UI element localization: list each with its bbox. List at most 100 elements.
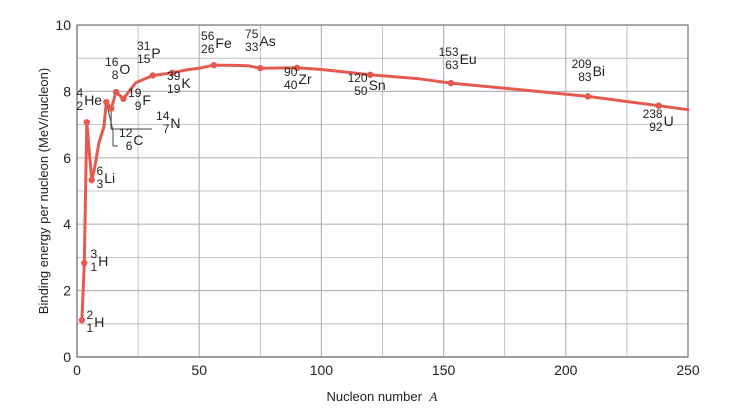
nuclide-label-h: 21 H	[87, 308, 105, 335]
element-symbol: He	[84, 92, 102, 108]
atomic-number: 2	[77, 99, 84, 113]
x-tick-label: 250	[676, 362, 700, 378]
data-point-c	[103, 98, 110, 106]
mass-number: 6	[97, 164, 104, 178]
x-tick-label: 0	[73, 362, 81, 378]
element-symbol: H	[94, 314, 104, 330]
nuclide-label-o: 168 O	[105, 55, 130, 82]
nuclide-label-f: 199 F	[128, 86, 151, 113]
element-symbol: Zr	[298, 71, 312, 87]
atomic-number: 26	[201, 42, 215, 56]
atomic-number: 19	[167, 82, 181, 96]
x-axis-title: Nucleon number A	[327, 389, 438, 404]
mass-number: 4	[77, 86, 84, 100]
data-points	[78, 61, 662, 324]
plot-frame	[76, 24, 689, 358]
atomic-number: 6	[126, 139, 133, 153]
atomic-number: 92	[649, 120, 663, 134]
data-point-as	[257, 64, 264, 72]
element-symbol: C	[133, 132, 143, 148]
data-point-k	[169, 69, 176, 77]
mass-number: 153	[439, 45, 459, 59]
data-point-zr	[293, 64, 301, 72]
data-point-eu	[447, 79, 455, 87]
element-symbol: Li	[104, 170, 115, 186]
x-tick-label: 150	[432, 362, 456, 378]
mass-number: 39	[167, 69, 181, 83]
element-symbol: As	[259, 33, 275, 49]
binding-energy-curve	[80, 63, 690, 322]
atomic-number: 1	[87, 321, 94, 335]
nuclide-label-he: 42 He	[77, 86, 103, 113]
mass-number: 31	[137, 39, 151, 53]
data-point-h	[81, 259, 88, 267]
label-leaders	[105, 101, 152, 147]
mass-number: 12	[119, 126, 133, 140]
data-point-fe	[210, 61, 218, 69]
atomic-number: 83	[578, 70, 592, 84]
data-point-p	[149, 72, 156, 79]
data-point-o	[112, 88, 120, 96]
leader-c	[105, 101, 118, 147]
atomic-number: 15	[137, 52, 151, 66]
atomic-number: 1	[91, 260, 98, 274]
data-point-u	[655, 102, 662, 109]
leader-n	[110, 108, 152, 130]
element-symbol: U	[664, 113, 674, 129]
nuclide-label-h: 31 H	[91, 247, 109, 274]
atomic-number: 40	[284, 78, 298, 92]
element-symbol: P	[151, 45, 160, 61]
element-symbol: F	[142, 92, 151, 108]
atomic-number: 7	[163, 122, 170, 136]
nuclide-label-li: 63 Li	[97, 164, 116, 191]
mass-number: 209	[572, 57, 592, 71]
mass-number: 16	[105, 55, 119, 69]
x-axis-title-symbol: A	[429, 389, 438, 404]
x-axis-title-text: Nucleon number	[327, 389, 423, 404]
data-point-bi	[584, 93, 591, 100]
element-symbol: Bi	[593, 63, 605, 79]
y-tick-label: 6	[63, 150, 71, 166]
nuclide-label-n: 147 N	[156, 109, 180, 136]
y-tick-label: 10	[55, 17, 71, 33]
x-tick-label: 200	[554, 362, 578, 378]
data-point-n	[108, 105, 115, 112]
element-symbol: Eu	[460, 51, 477, 67]
data-point-h	[78, 316, 86, 324]
data-point-sn	[367, 71, 374, 79]
atomic-number: 3	[97, 177, 104, 191]
x-tick-label: 100	[310, 362, 334, 378]
mass-number: 19	[128, 86, 142, 100]
atomic-number: 63	[445, 58, 459, 72]
mass-number: 14	[156, 109, 170, 123]
y-tick-label: 0	[63, 349, 71, 365]
y-tick-label: 2	[63, 283, 71, 299]
element-symbol: Fe	[215, 35, 232, 51]
y-tick-label: 8	[63, 83, 71, 99]
atomic-number: 9	[135, 99, 142, 113]
mass-number: 56	[201, 29, 215, 43]
element-symbol: K	[181, 75, 191, 91]
data-point-f	[120, 95, 127, 102]
data-point-he	[83, 119, 90, 126]
x-tick-label: 50	[191, 362, 207, 378]
atomic-number: 50	[354, 84, 368, 98]
nuclide-label-c: 126 C	[119, 126, 143, 153]
grid	[76, 24, 689, 358]
element-symbol: O	[119, 61, 130, 77]
mass-number: 75	[245, 27, 259, 41]
atomic-number: 8	[112, 68, 119, 82]
y-tick-label: 4	[63, 216, 71, 232]
element-symbol: Sn	[369, 77, 386, 93]
